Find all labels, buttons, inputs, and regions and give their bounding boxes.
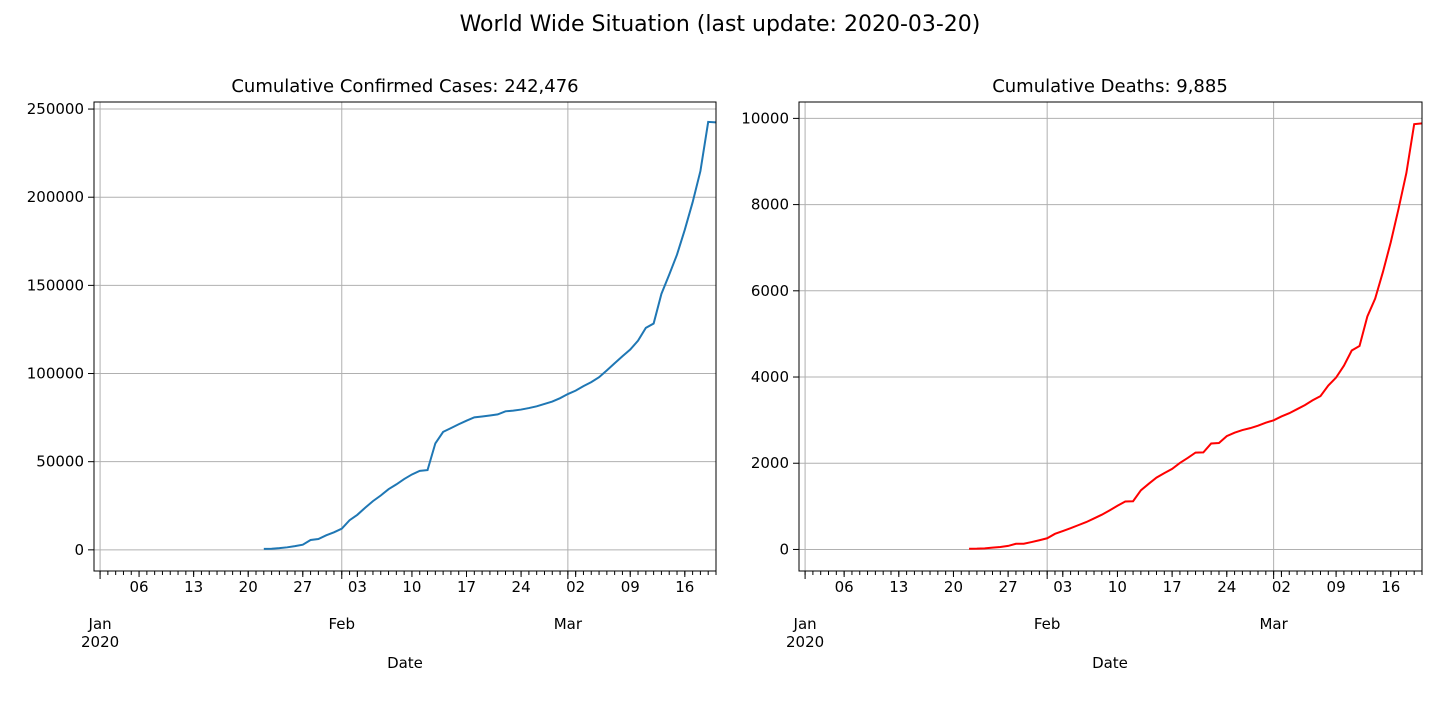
- deaths-title: Cumulative Deaths: 9,885: [992, 76, 1228, 97]
- deaths-x-day-label: 27: [999, 578, 1018, 596]
- deaths-x-day-label: 03: [1053, 578, 1072, 596]
- confirmed-y-tick-label: 0: [74, 541, 84, 559]
- deaths-x-month-label: Feb: [1034, 615, 1061, 633]
- deaths-x-day-label: 16: [1381, 578, 1400, 596]
- confirmed-x-day-label: 06: [130, 578, 149, 596]
- confirmed-y-tick-label: 50000: [36, 453, 84, 471]
- deaths-x-day-label: 10: [1108, 578, 1127, 596]
- confirmed-x-day-label: 20: [239, 578, 258, 596]
- confirmed-tick-labels: 0 50000 100000 150000 200000 250000 06 13 20 27 03…: [27, 100, 695, 651]
- suptitle: World Wide Situation (last update: 2020-…: [460, 12, 981, 37]
- confirmed-x-day-label: 09: [621, 578, 640, 596]
- confirmed-x-day-label: 17: [457, 578, 476, 596]
- deaths-y-tick-label: 2000: [751, 454, 789, 472]
- deaths-x-month-label: 2020: [786, 633, 824, 651]
- confirmed-x-day-label: 13: [184, 578, 203, 596]
- deaths-x-day-label: 02: [1272, 578, 1291, 596]
- confirmed-y-tick-label: 200000: [27, 188, 84, 206]
- deaths-y-tick-label: 6000: [751, 282, 789, 300]
- confirmed-x-month-label: Jan: [88, 615, 112, 633]
- confirmed-x-axis-label: Date: [387, 654, 423, 672]
- deaths-x-day-label: 09: [1327, 578, 1346, 596]
- deaths-y-tick-label: 8000: [751, 196, 789, 214]
- deaths-x-month-label: Jan: [793, 615, 817, 633]
- confirmed-x-day-label: 03: [348, 578, 367, 596]
- confirmed-grid: [94, 102, 716, 571]
- confirmed-x-month-label: Feb: [328, 615, 355, 633]
- confirmed-x-day-label: 24: [512, 578, 531, 596]
- deaths-chart: Cumulative Deaths: 9,885 0 2000 4000 6000 80…: [741, 76, 1423, 672]
- deaths-x-day-label: 24: [1217, 578, 1236, 596]
- deaths-x-day-label: 17: [1163, 578, 1182, 596]
- deaths-line: [969, 122, 1423, 550]
- confirmed-x-month-label: 2020: [81, 633, 119, 651]
- confirmed-y-tick-label: 100000: [27, 365, 84, 383]
- confirmed-cases-line: [263, 120, 717, 550]
- deaths-x-month-label: Mar: [1259, 615, 1288, 633]
- confirmed-cases-chart: Cumulative Confirmed Cases: 242,476 0 500…: [27, 76, 717, 672]
- deaths-y-tick-label: 0: [779, 540, 789, 558]
- confirmed-ticks: [88, 108, 717, 579]
- confirmed-x-day-label: 27: [293, 578, 312, 596]
- deaths-x-day-label: 13: [889, 578, 908, 596]
- deaths-x-axis-label: Date: [1092, 654, 1128, 672]
- confirmed-axes-frame: [93, 101, 717, 572]
- confirmed-x-day-label: 02: [566, 578, 585, 596]
- confirmed-y-tick-label: 150000: [27, 276, 84, 294]
- deaths-tick-labels: 0 2000 4000 6000 8000 10000 06 13 20 27 03 10 17 24 02…: [741, 109, 1400, 651]
- confirmed-x-month-label: Mar: [554, 615, 583, 633]
- deaths-grid: [799, 102, 1422, 571]
- deaths-x-day-label: 06: [835, 578, 854, 596]
- confirmed-x-day-label: 16: [675, 578, 694, 596]
- confirmed-cases-title: Cumulative Confirmed Cases: 242,476: [231, 76, 578, 97]
- deaths-ticks: [793, 117, 1423, 579]
- deaths-x-day-label: 20: [944, 578, 963, 596]
- deaths-y-tick-label: 10000: [741, 109, 789, 127]
- deaths-axes-frame: [798, 101, 1423, 572]
- confirmed-x-day-label: 10: [402, 578, 421, 596]
- confirmed-y-tick-label: 250000: [27, 100, 84, 118]
- deaths-y-tick-label: 4000: [751, 368, 789, 386]
